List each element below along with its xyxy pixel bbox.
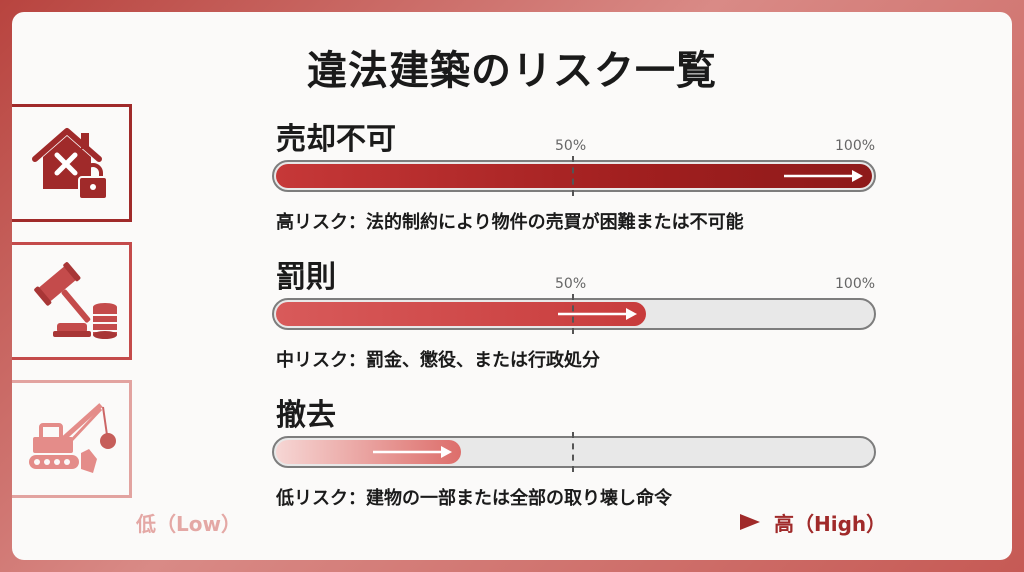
- house-lock-icon: [31, 128, 108, 200]
- scale-low-label: 低（Low）: [136, 512, 241, 536]
- bulldozer-wrecking-ball-icon: [28, 403, 116, 473]
- gavel-coins-icon: [33, 262, 117, 339]
- icon-box: [12, 380, 132, 498]
- risk-bar-fill: [276, 164, 872, 188]
- arrow-right-icon: [784, 170, 863, 182]
- risk-bar-fill: [276, 302, 646, 326]
- icon-box: [12, 242, 132, 360]
- risk-card: 違法建築のリスク一覧 売却不可 50% 100%: [12, 12, 1012, 560]
- scale-high-label: 高（High）: [774, 512, 887, 536]
- midpoint-marker: [572, 294, 574, 334]
- scale-arrow-icon: [266, 514, 760, 530]
- arrow-right-icon: [373, 446, 452, 458]
- risk-bar-track: [272, 294, 876, 334]
- tick-label-50: 50%: [555, 138, 587, 154]
- tick-label-100: 100%: [835, 138, 876, 154]
- row-label: 売却不可: [276, 122, 396, 157]
- icon-box: [12, 104, 132, 222]
- tick-label-100: 100%: [835, 276, 876, 292]
- midpoint-marker: [572, 156, 574, 196]
- risk-row-demolition: 撤去 低リスク：建物の一部または全部の取り壊し命令: [12, 380, 1012, 510]
- row-label: 罰則: [276, 260, 336, 295]
- risk-row-sale-prohibited: 売却不可 50% 100% 高リスク：法的制約により物件の売買が困難または不可能: [12, 104, 1012, 234]
- risk-bar-track: [272, 432, 876, 472]
- tick-label-50: 50%: [555, 276, 587, 292]
- arrow-right-icon: [558, 308, 637, 320]
- row-description: 中リスク：罰金、懲役、または行政処分: [276, 350, 600, 371]
- row-label: 撤去: [276, 398, 336, 433]
- midpoint-marker: [572, 432, 574, 472]
- row-description: 低リスク：建物の一部または全部の取り壊し命令: [276, 488, 672, 509]
- row-description: 高リスク：法的制約により物件の売買が困難または不可能: [276, 212, 744, 233]
- risk-bar-track: [272, 156, 876, 196]
- page-title: 違法建築のリスク一覧: [307, 48, 717, 94]
- risk-bar-fill: [276, 440, 461, 464]
- risk-row-penalty: 罰則 50% 100% 中リスク：罰金、懲役、または行政処分: [12, 242, 1012, 372]
